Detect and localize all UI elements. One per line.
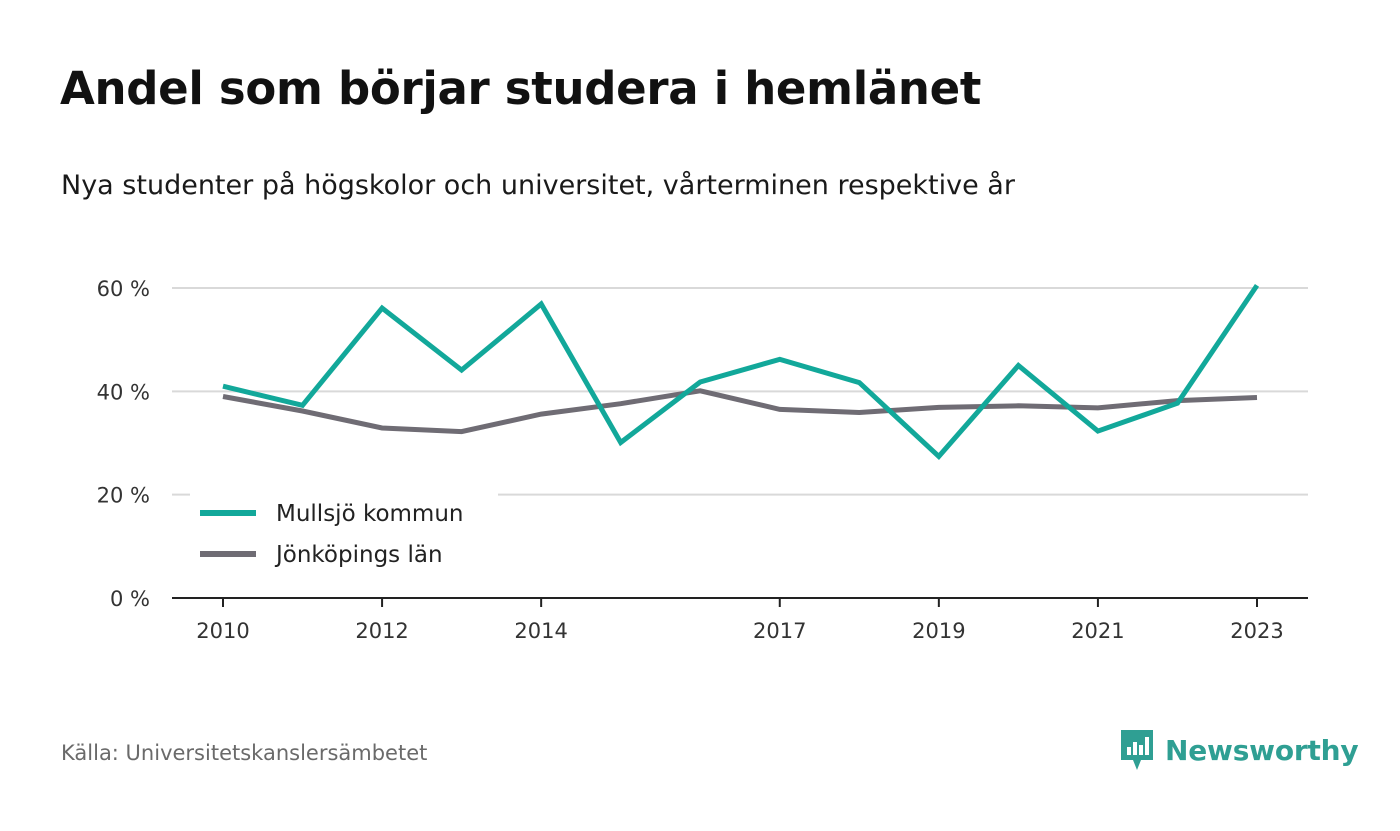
x-tick-label: 2023 xyxy=(1230,619,1283,643)
x-tick-label: 2010 xyxy=(196,619,249,643)
x-tick-label: 2014 xyxy=(514,619,567,643)
y-tick-label: 0 % xyxy=(110,587,150,611)
brand-logo: Newsworthy xyxy=(1119,728,1359,772)
series-line-jonkopings-lan xyxy=(222,388,1258,435)
y-tick-label: 60 % xyxy=(97,277,150,301)
x-tick-label: 2017 xyxy=(753,619,806,643)
legend-box xyxy=(190,492,498,582)
legend-label: Jönköpings län xyxy=(274,542,443,568)
source-note: Källa: Universitetskanslersämbetet xyxy=(61,741,428,765)
series-line-mullsjo-kommun xyxy=(222,284,1260,460)
line-chart: 0 % 20 % 40 % 60 % 2010 2012 2014 2017 2019 2021 2… xyxy=(97,277,1308,643)
legend-label: Mullsjö kommun xyxy=(276,501,464,527)
x-tick-label: 2012 xyxy=(355,619,408,643)
x-tick-label: 2019 xyxy=(912,619,965,643)
brand-name: Newsworthy xyxy=(1165,733,1359,767)
chart-subtitle: Nya studenter på högskolor och universit… xyxy=(61,170,1015,201)
newsworthy-logo-icon xyxy=(1121,730,1153,770)
chart-title: Andel som börjar studera i hemlänet xyxy=(60,62,982,115)
y-tick-label: 40 % xyxy=(97,380,150,404)
x-tick-label: 2021 xyxy=(1071,619,1124,643)
y-tick-label: 20 % xyxy=(97,484,150,508)
